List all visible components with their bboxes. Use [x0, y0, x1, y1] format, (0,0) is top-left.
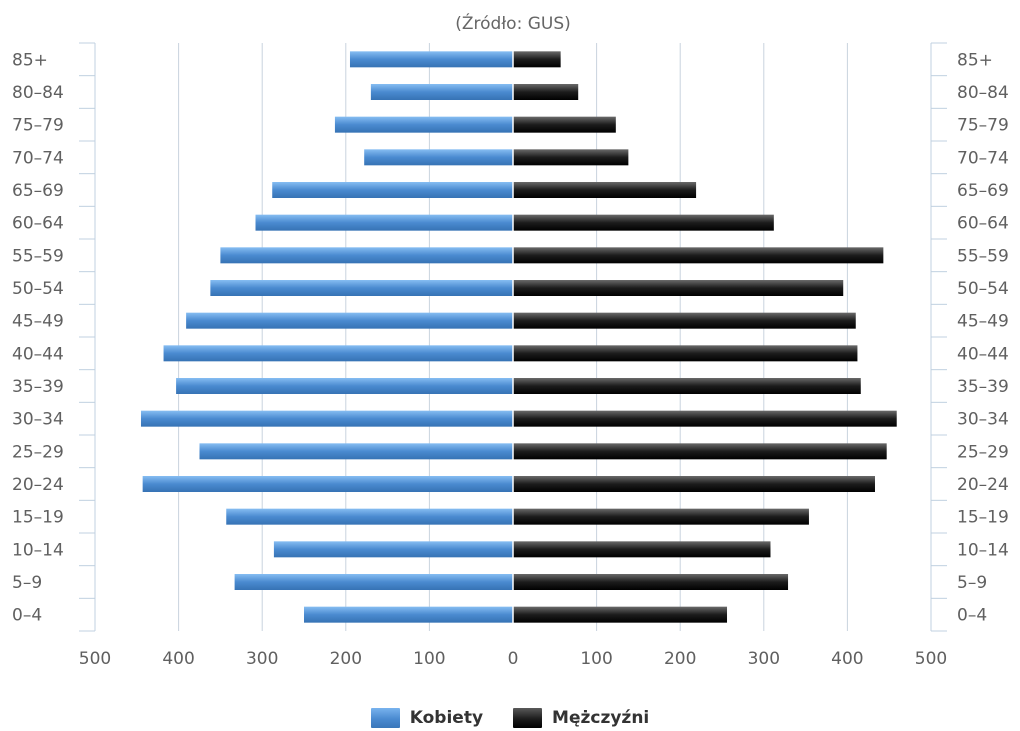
- x-tick-label: 400: [831, 649, 863, 669]
- bar-kobiety[interactable]: [210, 280, 514, 296]
- category-label-left: 15–19: [12, 508, 64, 528]
- category-label-right: 70–74: [957, 148, 1009, 168]
- bar-kobiety[interactable]: [304, 606, 513, 623]
- bar-mezczyzni[interactable]: [513, 410, 897, 427]
- x-tick-label: 0: [508, 649, 519, 669]
- category-label-left: 50–54: [12, 279, 64, 299]
- category-label-right: 35–39: [957, 377, 1009, 397]
- bar-kobiety[interactable]: [220, 247, 513, 264]
- bar-mezczyzni[interactable]: [513, 214, 774, 231]
- bar-mezczyzni[interactable]: [513, 508, 809, 525]
- bar-mezczyzni[interactable]: [513, 345, 858, 362]
- bar-mezczyzni[interactable]: [513, 541, 771, 558]
- category-label-left: 85+: [12, 50, 48, 70]
- category-label-right: 0–4: [957, 606, 987, 626]
- legend-swatch-mezczyzni: [513, 708, 543, 728]
- chart-subtitle: (Źródło: GUS): [455, 14, 571, 34]
- bar-kobiety[interactable]: [349, 51, 513, 68]
- category-label-left: 30–34: [12, 410, 64, 430]
- bar-mezczyzni[interactable]: [513, 182, 697, 198]
- bar-mezczyzni[interactable]: [513, 149, 629, 166]
- category-label-right: 75–79: [957, 116, 1009, 136]
- bar-mezczyzni[interactable]: [513, 476, 875, 492]
- category-label-left: 5–9: [12, 573, 42, 593]
- bar-mezczyzni[interactable]: [513, 443, 887, 460]
- bar-kobiety[interactable]: [199, 443, 514, 460]
- x-tick-label: 500: [79, 649, 111, 669]
- bar-mezczyzni[interactable]: [513, 116, 616, 133]
- bar-kobiety[interactable]: [234, 574, 513, 590]
- bar-kobiety[interactable]: [272, 182, 513, 198]
- x-tick-label: 500: [915, 649, 947, 669]
- category-label-left: 20–24: [12, 475, 64, 495]
- legend-item-kobiety[interactable]: Kobiety: [370, 708, 484, 728]
- category-label-right: 20–24: [957, 475, 1009, 495]
- category-label-right: 10–14: [957, 540, 1009, 560]
- category-label-right: 60–64: [957, 214, 1009, 234]
- bar-mezczyzni[interactable]: [513, 312, 856, 329]
- bar-kobiety[interactable]: [255, 214, 513, 231]
- legend-swatch-kobiety: [370, 708, 400, 728]
- category-label-left: 80–84: [12, 83, 64, 103]
- category-label-left: 70–74: [12, 148, 64, 168]
- category-label-left: 25–29: [12, 442, 64, 462]
- x-tick-label: 300: [246, 649, 278, 669]
- legend-label-kobiety: Kobiety: [409, 708, 484, 728]
- bar-mezczyzni[interactable]: [513, 378, 861, 394]
- bar-kobiety[interactable]: [142, 476, 514, 492]
- x-tick-label: 100: [580, 649, 612, 669]
- category-label-left: 75–79: [12, 116, 64, 136]
- bar-kobiety[interactable]: [273, 541, 513, 558]
- category-label-right: 65–69: [957, 181, 1009, 201]
- category-label-right: 80–84: [957, 83, 1009, 103]
- x-tick-label: 400: [162, 649, 194, 669]
- bar-mezczyzni[interactable]: [513, 280, 844, 296]
- category-label-left: 60–64: [12, 214, 64, 234]
- bar-kobiety[interactable]: [226, 508, 513, 525]
- bar-mezczyzni[interactable]: [513, 574, 789, 590]
- category-label-right: 5–9: [957, 573, 987, 593]
- category-label-left: 40–44: [12, 344, 64, 364]
- bar-kobiety[interactable]: [364, 149, 513, 166]
- category-label-left: 0–4: [12, 606, 42, 626]
- bar-kobiety[interactable]: [176, 378, 514, 394]
- x-tick-label: 200: [664, 649, 696, 669]
- category-label-right: 40–44: [957, 344, 1009, 364]
- category-label-right: 85+: [957, 50, 993, 70]
- bar-kobiety[interactable]: [140, 410, 514, 427]
- bar-kobiety[interactable]: [370, 84, 513, 100]
- x-tick-label: 100: [413, 649, 445, 669]
- bar-mezczyzni[interactable]: [513, 84, 579, 100]
- category-label-left: 45–49: [12, 312, 64, 332]
- bar-mezczyzni[interactable]: [513, 247, 884, 264]
- category-label-right: 15–19: [957, 508, 1009, 528]
- bar-kobiety[interactable]: [163, 345, 513, 362]
- bar-kobiety[interactable]: [186, 312, 513, 329]
- category-label-left: 35–39: [12, 377, 64, 397]
- legend-label-mezczyzni: Mężczyźni: [552, 708, 650, 728]
- category-label-right: 50–54: [957, 279, 1009, 299]
- category-label-right: 30–34: [957, 410, 1009, 430]
- category-label-left: 65–69: [12, 181, 64, 201]
- category-label-right: 45–49: [957, 312, 1009, 332]
- x-tick-label: 200: [330, 649, 362, 669]
- chart-legend: Kobiety Mężczyźni: [0, 705, 1020, 731]
- category-label-right: 55–59: [957, 246, 1009, 266]
- legend-item-mezczyzni[interactable]: Mężczyźni: [513, 708, 649, 728]
- category-label-left: 10–14: [12, 540, 64, 560]
- bar-mezczyzni[interactable]: [513, 606, 728, 623]
- x-tick-label: 300: [748, 649, 780, 669]
- category-label-right: 25–29: [957, 442, 1009, 462]
- bar-mezczyzni[interactable]: [513, 51, 561, 68]
- category-label-left: 55–59: [12, 246, 64, 266]
- bar-kobiety[interactable]: [334, 116, 513, 133]
